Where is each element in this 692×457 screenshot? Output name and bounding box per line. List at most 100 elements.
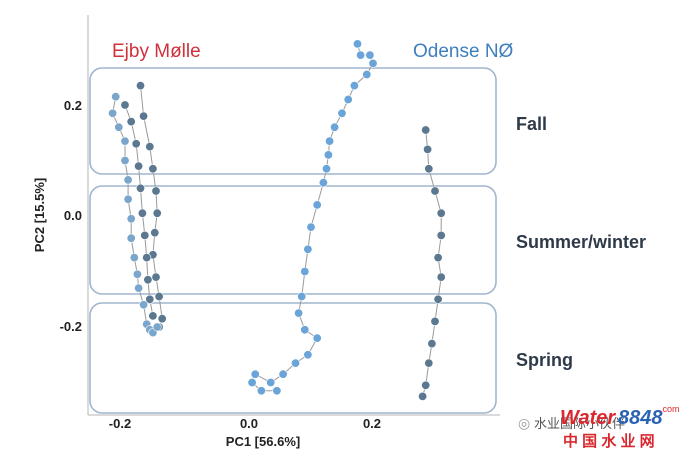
data-point [148, 311, 158, 321]
data-point [139, 111, 149, 121]
data-point [300, 266, 310, 276]
data-point [306, 222, 316, 232]
data-point [145, 294, 155, 304]
data-point [427, 339, 437, 349]
data-point [321, 164, 331, 174]
data-point [368, 58, 378, 68]
series-label-ejby-molle: Ejby Mølle [112, 41, 201, 62]
watermark-water: Water [560, 407, 616, 429]
data-point [256, 386, 266, 396]
data-point [337, 108, 347, 118]
data-point [123, 175, 133, 185]
data-point [436, 272, 446, 282]
x-tick-label-1: 0.0 [240, 416, 258, 431]
data-point [142, 253, 152, 263]
data-point [278, 369, 288, 379]
trajectory-line [140, 85, 163, 328]
data-point [137, 208, 147, 218]
data-point [303, 350, 313, 360]
watermark-com: .com [660, 404, 680, 414]
trajectory-line [251, 43, 374, 392]
data-point [430, 186, 440, 196]
y-tick-label-0: 0.2 [64, 98, 82, 113]
data-point [424, 164, 434, 174]
data-point [152, 322, 162, 332]
data-point [300, 325, 310, 335]
data-point [126, 233, 136, 243]
watermark-subtitle: 中 国 水 业 网 [563, 432, 655, 450]
data-point [247, 377, 257, 387]
data-point [150, 228, 160, 238]
data-point [356, 50, 366, 60]
data-point [134, 283, 144, 293]
data-point [349, 81, 359, 91]
data-point [430, 316, 440, 326]
data-point [111, 92, 121, 102]
point-layer [108, 39, 446, 401]
trajectory-layer [112, 43, 442, 397]
data-point [303, 244, 313, 254]
data-point [136, 81, 146, 91]
data-point [157, 314, 167, 324]
data-point [143, 275, 153, 285]
data-point [330, 122, 340, 132]
region-box-fall [89, 67, 497, 175]
data-point [139, 300, 149, 310]
x-axis-title: PC1 [56.6%] [226, 434, 300, 449]
data-point [129, 253, 139, 263]
data-point [352, 39, 362, 49]
data-point [323, 150, 333, 160]
data-point [134, 161, 144, 171]
data-point [290, 358, 300, 368]
data-point [362, 70, 372, 80]
watermark-account-icon: ◎ [518, 415, 530, 431]
data-point [318, 178, 328, 188]
data-point [148, 164, 158, 174]
data-point [325, 136, 335, 146]
region-box-spring [89, 302, 497, 414]
data-point [140, 230, 150, 240]
y-tick-label-1: 0.0 [64, 208, 82, 223]
data-point [433, 253, 443, 263]
data-point [365, 50, 375, 60]
data-point [145, 142, 155, 152]
data-point [151, 186, 161, 196]
watermark-digits: 8848 [618, 407, 663, 429]
data-point [131, 139, 141, 149]
data-point [423, 144, 433, 154]
data-point [312, 200, 322, 210]
data-point [120, 100, 130, 110]
data-point [436, 230, 446, 240]
region-label-summer-winter: Summer/winter [516, 232, 646, 252]
watermark: ◎ 水业国际小伙伴 Water 8848 .com 中 国 水 业 网 [518, 404, 680, 450]
data-point [120, 156, 130, 166]
y-axis-title: PC2 [15.5%] [32, 178, 47, 252]
x-tick-label-0: -0.2 [109, 416, 131, 431]
data-point [250, 369, 260, 379]
data-point [312, 333, 322, 343]
region-box-summer-winter [89, 185, 497, 295]
watermark-account-text: 水业国际小伙伴 [534, 416, 625, 431]
data-point [436, 208, 446, 218]
data-point [123, 194, 133, 204]
data-point [114, 122, 124, 132]
data-point [132, 269, 142, 279]
series-label-odense-no: Odense NØ [413, 41, 514, 62]
data-point [424, 358, 434, 368]
data-point [272, 386, 282, 396]
data-point [418, 391, 428, 401]
region-label-spring: Spring [516, 350, 573, 370]
data-point [294, 308, 304, 318]
region-label-fall: Fall [516, 114, 547, 134]
data-point [421, 125, 431, 135]
data-point [126, 214, 136, 224]
data-point [297, 291, 307, 301]
y-tick-label-2: -0.2 [60, 319, 82, 334]
data-point [154, 291, 164, 301]
data-point [152, 208, 162, 218]
data-point [151, 272, 161, 282]
data-point [343, 95, 353, 105]
data-point [108, 108, 118, 118]
data-point [433, 294, 443, 304]
